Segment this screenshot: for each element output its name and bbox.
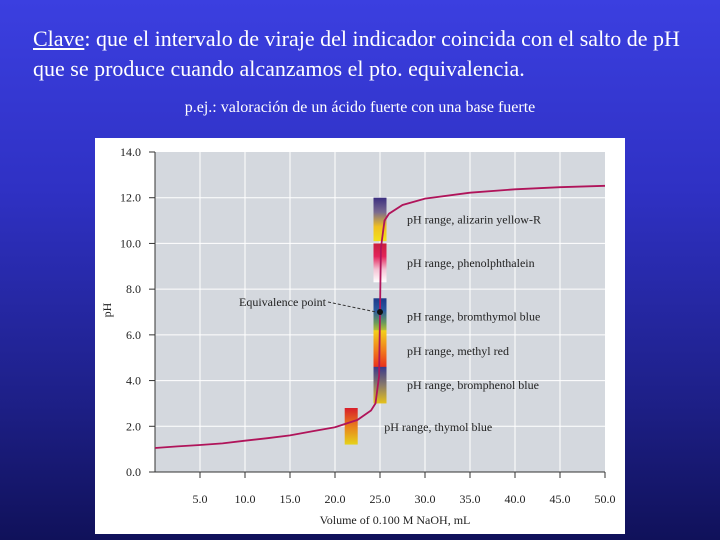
indicator-label: pH range, thymol blue [384, 420, 492, 434]
indicator-bars [344, 197, 387, 445]
tick-labels: 0.0 2.0 4.0 6.0 8.0 10.0 12.0 14.0 5.0 10.0 15.0 20… [120, 145, 616, 506]
x-tick-label: 20.0 [325, 492, 346, 506]
slide-subheading: p.ej.: valoración de un ácido fuerte con… [184, 99, 536, 116]
y-tick-label: 10.0 [120, 236, 141, 250]
axes [149, 151, 606, 478]
indicator-label: pH range, methyl red [407, 344, 509, 358]
curve-layer [154, 184, 606, 449]
y-tick-label: 8.0 [126, 282, 141, 296]
equivalence-point-marker [377, 309, 383, 315]
y-tick-label: 0.0 [126, 465, 141, 479]
x-tick-label: 50.0 [595, 492, 616, 506]
x-tick-label: 10.0 [235, 492, 256, 506]
indicator-label: pH range, bromphenol blue [407, 378, 539, 392]
heading-keyword: Clave [33, 26, 85, 51]
indicator-label: pH range, alizarin yellow-R [407, 212, 541, 226]
x-tick-label: 5.0 [193, 492, 208, 506]
indicator-range-bar [344, 408, 358, 445]
x-axis-label: Volume of 0.100 M NaOH, mL [320, 513, 471, 527]
y-tick-label: 4.0 [126, 374, 141, 388]
y-axis-label: pH [100, 302, 114, 317]
y-tick-label: 2.0 [126, 419, 141, 433]
y-tick-label: 14.0 [120, 145, 141, 159]
indicator-label: pH range, bromthymol blue [407, 310, 540, 324]
titration-chart: 0.0 2.0 4.0 6.0 8.0 10.0 12.0 14.0 5.0 10.0 15.0 20… [100, 145, 616, 527]
titration-curve [154, 184, 606, 449]
x-tick-label: 40.0 [505, 492, 526, 506]
y-tick-label: 12.0 [120, 191, 141, 205]
annotations: pH range, alizarin yellow-R pH range, phe… [239, 212, 541, 434]
equivalence-leader-line [327, 301, 377, 313]
indicator-label: pH range, phenolphthalein [407, 256, 535, 270]
slide-heading: Clave: que el intervalo de viraje del in… [33, 24, 703, 84]
x-tick-label: 45.0 [550, 492, 571, 506]
x-tick-label: 15.0 [280, 492, 301, 506]
titration-figure: 0.0 2.0 4.0 6.0 8.0 10.0 12.0 14.0 5.0 10.0 15.0 20… [95, 138, 625, 534]
equivalence-point-label: Equivalence point [239, 295, 327, 309]
x-tick-label: 35.0 [460, 492, 481, 506]
x-tick-label: 25.0 [370, 492, 391, 506]
x-tick-label: 30.0 [415, 492, 436, 506]
heading-text: : que el intervalo de viraje del indicad… [33, 26, 680, 81]
y-tick-label: 6.0 [126, 328, 141, 342]
